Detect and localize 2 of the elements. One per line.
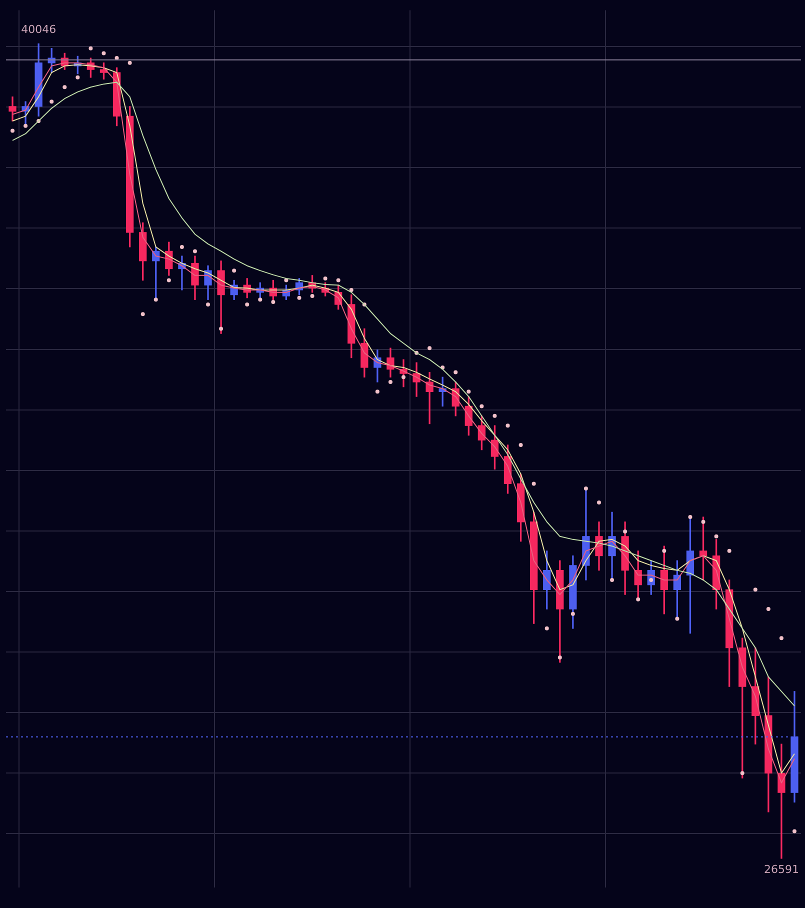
annotation: 26591: [764, 862, 799, 876]
annotation: 40046: [21, 23, 56, 36]
